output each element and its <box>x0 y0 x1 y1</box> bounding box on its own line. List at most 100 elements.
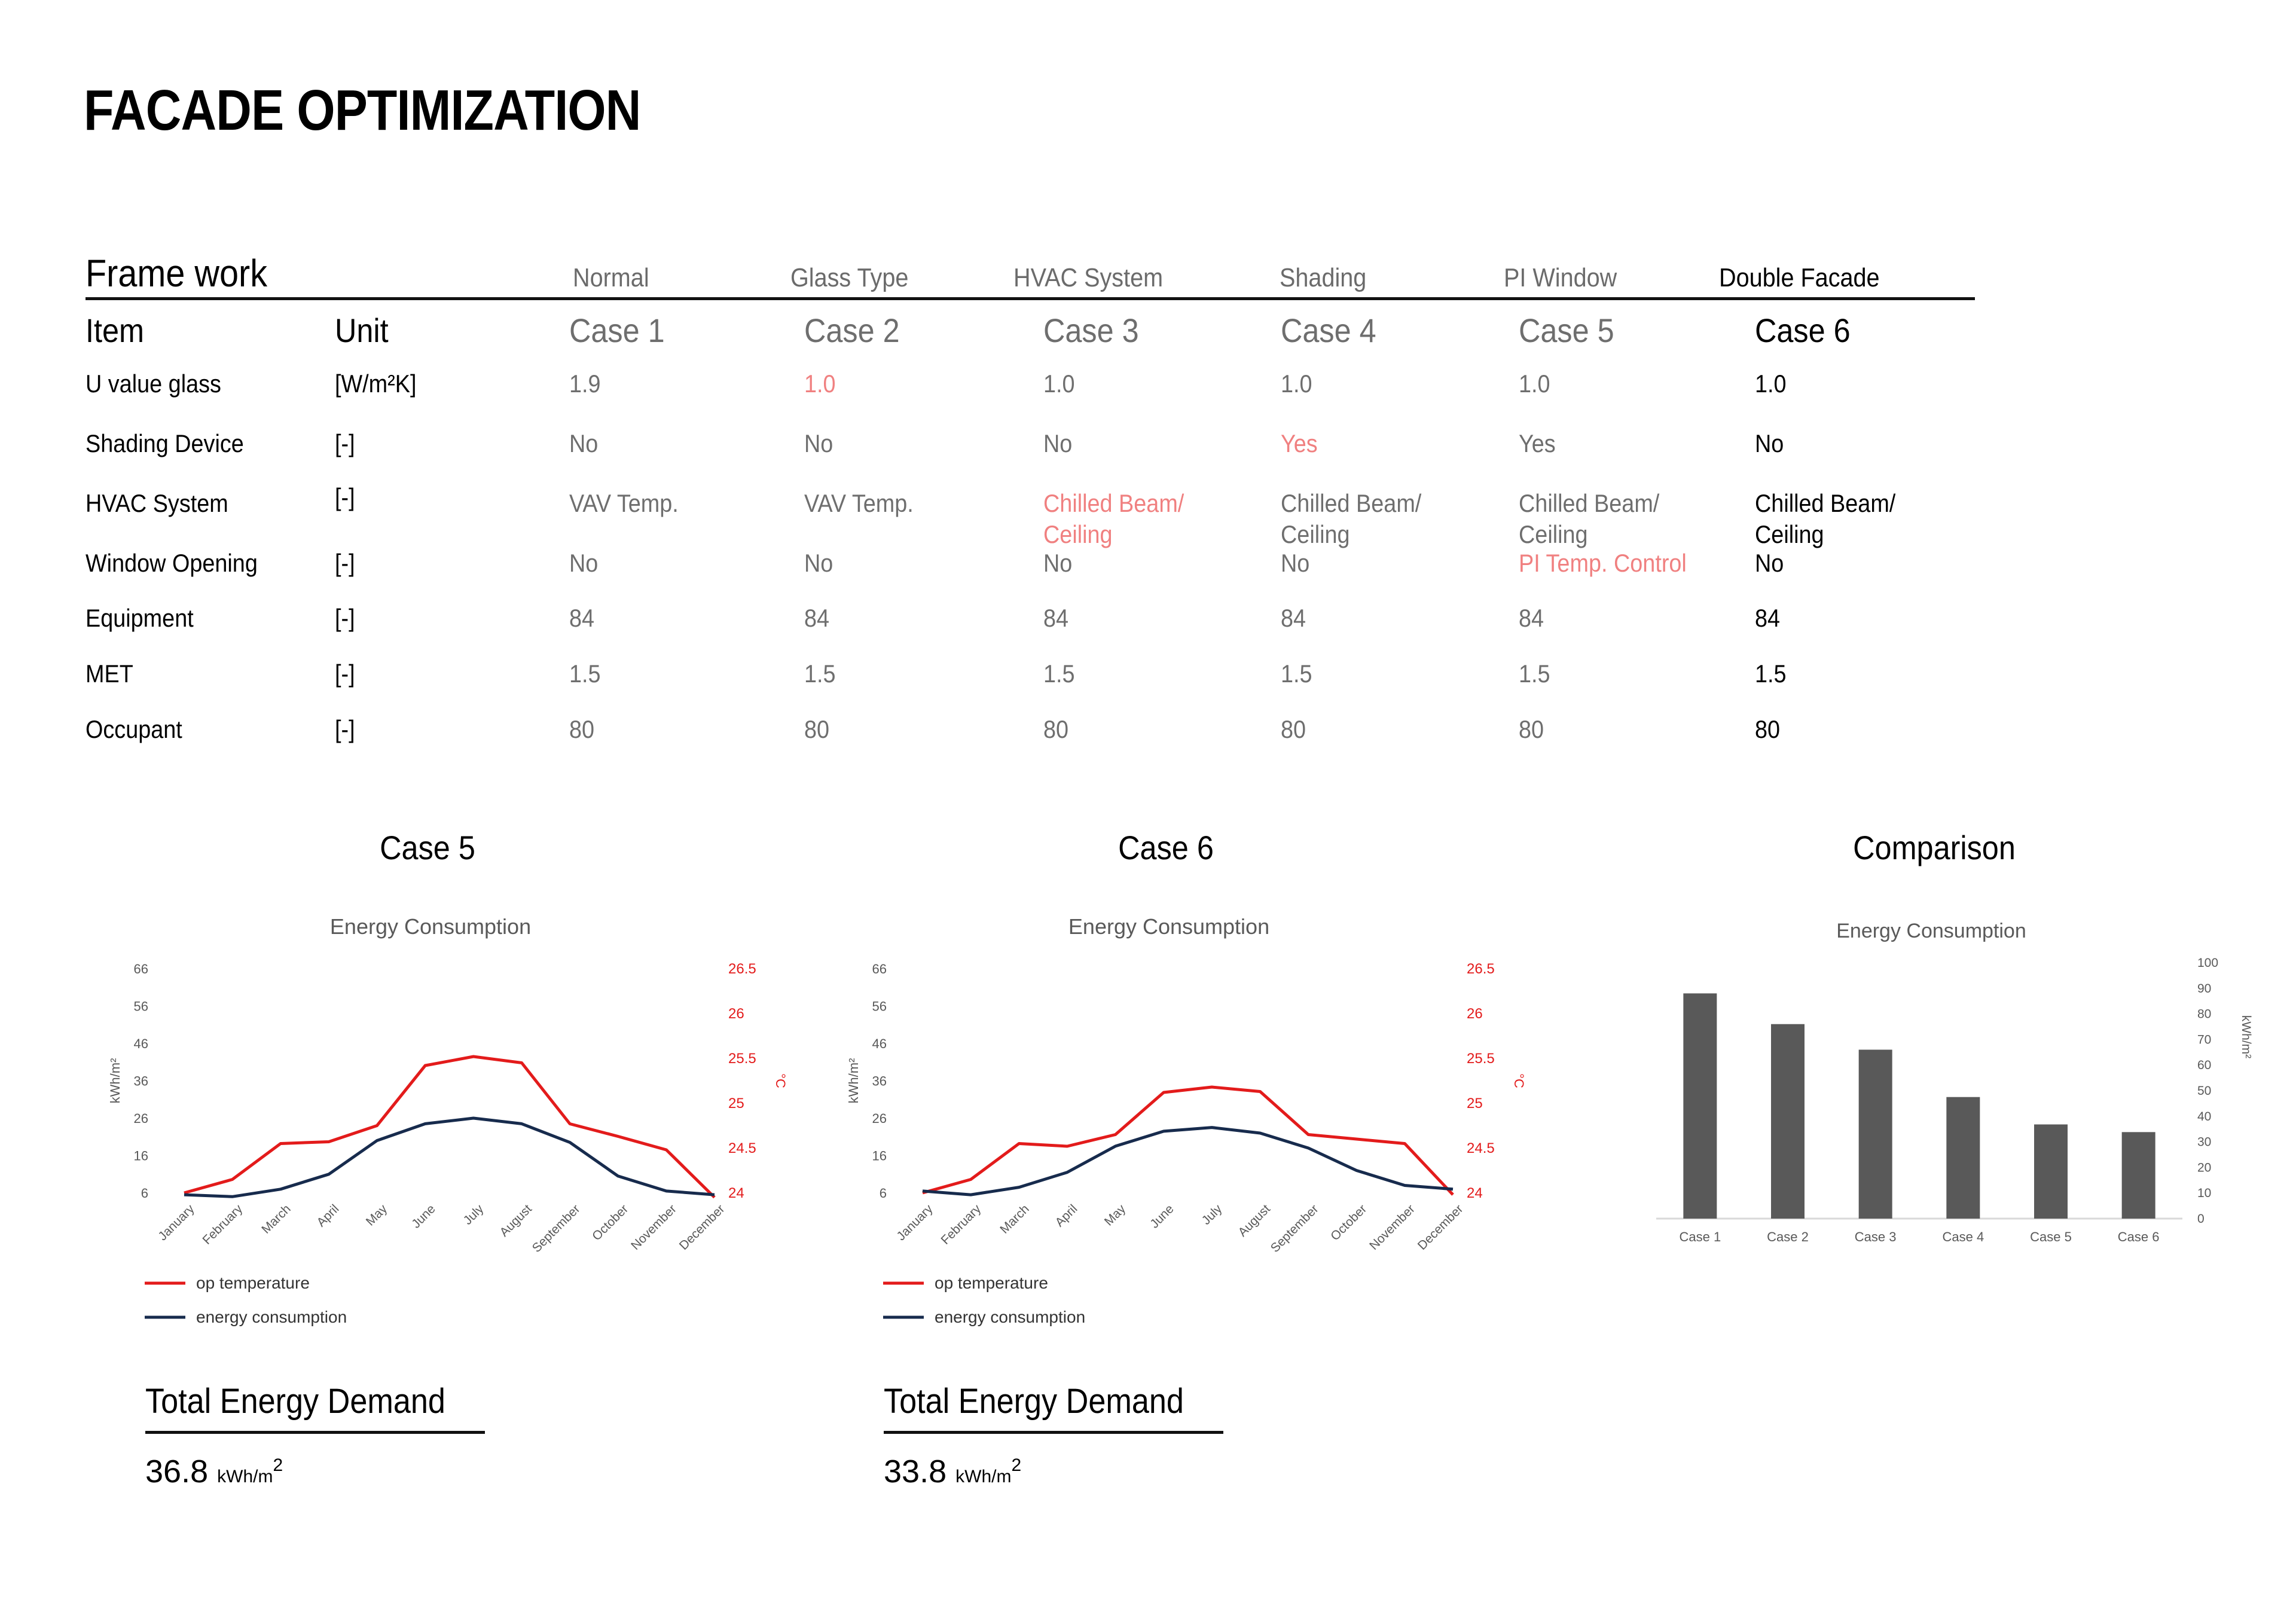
case6-total-value-line: 33.8 kWh/m2 <box>884 1453 1021 1490</box>
x-tick-label: November <box>1367 1202 1418 1253</box>
x-tick-label: January <box>894 1202 935 1243</box>
bar <box>1946 1097 1980 1219</box>
row-label: Equipment <box>86 604 194 632</box>
y-tick-label: 46 <box>134 1036 148 1051</box>
page-title: FACADE OPTIMIZATION <box>84 78 641 142</box>
row-unit: [-] <box>335 604 355 632</box>
cell-value: 80 <box>1519 715 1544 743</box>
case6-total-divider <box>884 1431 1223 1434</box>
y-tick-label: 16 <box>872 1149 887 1164</box>
cell-value: 84 <box>1755 604 1781 632</box>
x-tick-label: Case 4 <box>1942 1229 1984 1244</box>
y-tick-label: 26 <box>872 1111 887 1126</box>
y-tick-label: 20 <box>2197 1161 2211 1174</box>
case5-total-value-line: 36.8 kWh/m2 <box>145 1453 283 1490</box>
row-unit: [-] <box>335 660 355 688</box>
cell-value: 84 <box>1281 604 1306 632</box>
y-tick-label: 26 <box>134 1111 148 1126</box>
cell-value: 84 <box>1043 604 1069 632</box>
y-tick-label: 50 <box>2197 1084 2211 1098</box>
case5-heading: Case 5 <box>380 829 475 866</box>
cell-value: 80 <box>804 715 830 743</box>
y2-tick-label: 24 <box>728 1185 744 1201</box>
cell-value-highlight: Yes <box>1281 429 1318 457</box>
x-tick-label: Case 2 <box>1767 1229 1809 1244</box>
cell-value: Yes <box>1519 429 1556 457</box>
cell-value: VAV Temp. <box>804 489 914 517</box>
y-tick-label: 16 <box>134 1149 148 1164</box>
cell-value-highlight: PI Temp. Control <box>1519 549 1687 577</box>
y2-tick-label: 26 <box>728 1006 744 1022</box>
x-tick-label: December <box>677 1202 728 1253</box>
y2-tick-label: 26.5 <box>1467 961 1495 977</box>
bar <box>1683 993 1717 1219</box>
y2-tick-label: 25 <box>1467 1095 1483 1112</box>
row-label: Shading Device <box>86 429 244 457</box>
cell-value: 80 <box>1755 715 1781 743</box>
case6-total-label: Total Energy Demand <box>884 1382 1184 1421</box>
y-tick-label: 70 <box>2197 1033 2211 1046</box>
chart-title: Energy Consumption <box>1068 914 1269 939</box>
case5-total-unit: kWh/m <box>217 1467 273 1486</box>
y2-axis-label: °C <box>773 1073 788 1088</box>
energy-consumption-line <box>184 1116 715 1198</box>
cell-value: 1.5 <box>1519 660 1550 688</box>
cell-value: Chilled Beam/ Ceiling <box>1755 489 1896 548</box>
bar <box>1858 1049 1892 1219</box>
y-tick-label: 100 <box>2197 956 2218 970</box>
x-tick-label: March <box>259 1202 294 1237</box>
x-tick-label: April <box>314 1202 341 1229</box>
case-header-6: Case 6 <box>1755 312 1851 349</box>
bar <box>1771 1024 1805 1219</box>
case-header-1: Case 1 <box>569 312 665 349</box>
cell-value: 1.0 <box>1043 370 1075 398</box>
cell-value: 84 <box>804 604 830 632</box>
cell-value: No <box>1755 429 1784 457</box>
cell-value: 1.5 <box>804 660 836 688</box>
cell-value-highlight: Chilled Beam/ Ceiling <box>1043 489 1184 548</box>
framework-header-double-facade: Double Facade <box>1719 263 1880 292</box>
case5-total-divider <box>145 1431 485 1434</box>
x-tick-label: March <box>997 1202 1032 1237</box>
cell-value: No <box>1755 549 1784 577</box>
cell-value: 80 <box>1281 715 1306 743</box>
framework-label: Frame work <box>86 252 268 295</box>
y-tick-label: 66 <box>134 961 148 976</box>
y-tick-label: 80 <box>2197 1008 2211 1021</box>
row-label: HVAC System <box>86 489 228 517</box>
framework-header-shading: Shading <box>1280 263 1367 292</box>
y2-tick-label: 25.5 <box>728 1051 756 1067</box>
row-label: U value glass <box>86 370 221 398</box>
row-label: Occupant <box>86 715 182 743</box>
framework-header-hvac-system: HVAC System <box>1013 263 1164 292</box>
y-tick-label: 30 <box>2197 1135 2211 1149</box>
cell-value: Chilled Beam/ Ceiling <box>1519 489 1660 548</box>
cell-value: No <box>569 549 599 577</box>
row-label: MET <box>86 660 133 688</box>
x-tick-label: April <box>1052 1202 1080 1229</box>
bar <box>2034 1124 2068 1219</box>
y-tick-label: 36 <box>872 1074 887 1089</box>
comparison-bar-chart: Energy Consumption Case 1 Case 2 Case 3 Case… <box>1656 920 2253 1244</box>
cell-value: 1.0 <box>1755 370 1787 398</box>
x-tick-label: September <box>1268 1202 1321 1255</box>
x-tick-label: December <box>1415 1202 1466 1253</box>
cell-value: 1.5 <box>1043 660 1075 688</box>
cell-value: 1.0 <box>1519 370 1550 398</box>
x-tick-label: May <box>1102 1202 1129 1229</box>
case6-energy-chart: Energy Consumption 6 16 26 36 46 56 66 kWh/m² 24 2… <box>846 914 1526 1326</box>
cell-value: No <box>1043 549 1073 577</box>
legend-label: energy consumption <box>935 1308 1085 1326</box>
y-tick-label: 90 <box>2197 982 2211 996</box>
x-tick-label: June <box>409 1202 438 1231</box>
cell-value: 1.0 <box>1281 370 1312 398</box>
bar <box>2121 1132 2155 1219</box>
chart-title: Energy Consumption <box>330 914 531 939</box>
case-header-5: Case 5 <box>1519 312 1614 349</box>
x-tick-label: July <box>1199 1202 1225 1228</box>
cell-value: No <box>569 429 599 457</box>
cell-value-highlight: 1.0 <box>804 370 836 398</box>
x-tick-label: August <box>497 1202 535 1240</box>
y-tick-label: 46 <box>872 1036 887 1051</box>
y-tick-label: 40 <box>2197 1110 2211 1124</box>
